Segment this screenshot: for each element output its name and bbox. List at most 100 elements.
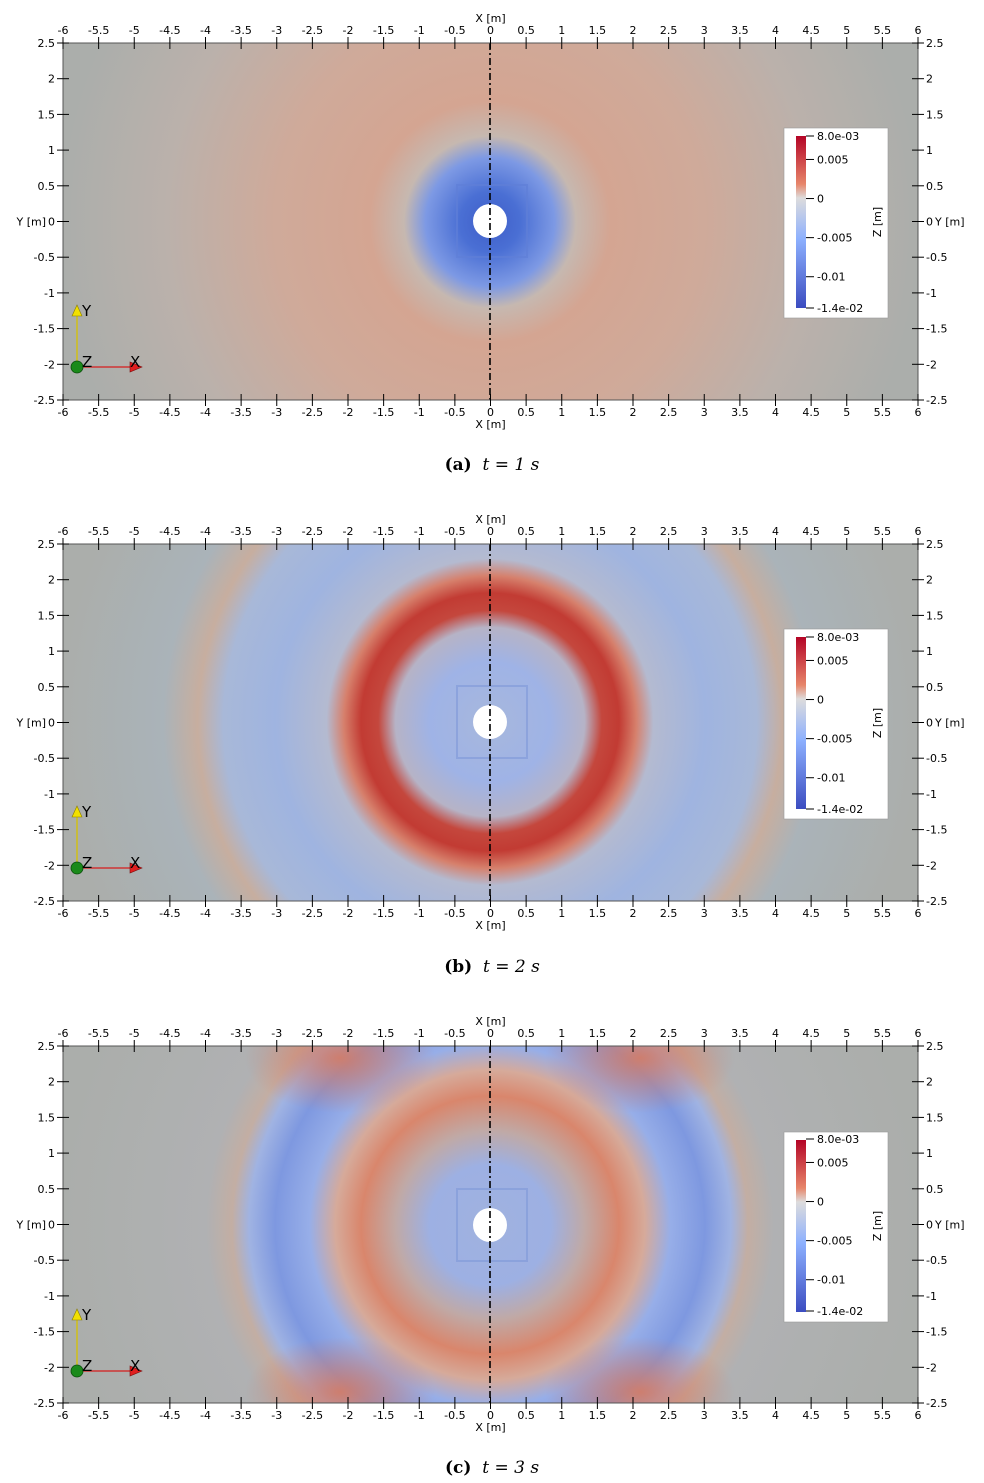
x-tick-label-top: -2 xyxy=(343,1027,354,1040)
reflection-patch xyxy=(545,1337,735,1403)
caption-b: (b) t = 2 s xyxy=(0,957,984,977)
y-tick-label-right: 2 xyxy=(926,73,933,86)
x-tick-label-top: -4 xyxy=(200,1027,211,1040)
x-axis-label-bottom: X [m] xyxy=(475,418,505,431)
x-tick-label-bottom: 0.5 xyxy=(517,406,535,419)
x-tick-label-top: -1 xyxy=(414,24,425,37)
x-tick-label-top: 0.5 xyxy=(517,24,535,37)
x-tick-label-top: 4 xyxy=(772,525,779,538)
x-tick-label-bottom: -5 xyxy=(129,406,140,419)
colorbar-ticks: 8.0e-03 0.005 0 -0.005 -0.01 -1.4e-02 xyxy=(806,1133,863,1318)
x-tick-label-top: -5 xyxy=(129,24,140,37)
x-tick-label-top: 5 xyxy=(843,1027,850,1040)
x-tick-label-top: 3 xyxy=(701,24,708,37)
colorbar-tick-label: -0.005 xyxy=(817,733,852,746)
y-tick-label-left: 0.5 xyxy=(38,180,56,193)
x-tick-label-top: -1 xyxy=(414,525,425,538)
x-tick-label-top: 2.5 xyxy=(660,525,678,538)
y-tick-label-left: 2.5 xyxy=(38,538,56,551)
y-tick-label-left: 1 xyxy=(48,144,55,157)
colorbar-tick-label: -0.005 xyxy=(817,1235,852,1248)
x-tick-label-bottom: 0 xyxy=(487,406,494,419)
y-tick-label-right: -1.5 xyxy=(926,1326,947,1339)
y-tick-label-left: -2 xyxy=(44,358,55,371)
colorbar-tick-label: -0.01 xyxy=(817,1274,845,1287)
y-tick-label-left: -1 xyxy=(44,788,55,801)
x-tick-label-bottom: -6 xyxy=(58,1409,69,1422)
cylinder-hole xyxy=(473,705,507,739)
y-tick-label-right: 0 xyxy=(926,216,933,229)
x-tick-label-bottom: 2 xyxy=(630,1409,637,1422)
x-tick-label-top: 4 xyxy=(772,1027,779,1040)
x-tick-label-bottom: 2.5 xyxy=(660,1409,678,1422)
x-tick-label-bottom: 4.5 xyxy=(802,406,820,419)
colorbar-tick-label: 0.005 xyxy=(817,654,849,667)
x-axis-label-bottom: X [m] xyxy=(475,1421,505,1434)
y-tick-label-left: 0.5 xyxy=(38,681,56,694)
x-tick-label-bottom: 1.5 xyxy=(589,1409,607,1422)
x-tick-label-bottom: -2.5 xyxy=(302,907,323,920)
x-tick-label-bottom: -2.5 xyxy=(302,406,323,419)
x-tick-label-top: -0.5 xyxy=(444,24,465,37)
y-tick-label-right: -1 xyxy=(926,788,937,801)
x-tick-label-bottom: -3 xyxy=(271,406,282,419)
x-tick-label-top: -6 xyxy=(58,1027,69,1040)
y-tick-label-left: 1 xyxy=(48,645,55,658)
y-tick-label-right: -2.5 xyxy=(926,1397,947,1410)
x-tick-label-bottom: -4 xyxy=(200,907,211,920)
y-tick-label-right: -1.5 xyxy=(926,824,947,837)
triad-x-label: X xyxy=(130,854,140,872)
y-tick-label-left: -1.5 xyxy=(34,824,55,837)
colorbar-tick-label: 0 xyxy=(817,694,824,707)
x-tick-label-bottom: -4.5 xyxy=(159,406,180,419)
x-tick-label-bottom: -5.5 xyxy=(88,1409,109,1422)
triad-x-label: X xyxy=(130,1357,140,1375)
y-tick-label-right: -1 xyxy=(926,1290,937,1303)
x-axis-label-top: X [m] xyxy=(475,12,505,25)
x-tick-label-bottom: 5 xyxy=(843,406,850,419)
y-tick-label-left: -1 xyxy=(44,287,55,300)
reflection-patch xyxy=(545,1046,735,1113)
mesh-artifact xyxy=(456,685,528,759)
y-axis-label-left: Y [m] xyxy=(15,216,46,229)
y-tick-label-left: 1 xyxy=(48,1147,55,1160)
colorbar-label: Z [m] xyxy=(871,207,884,237)
x-tick-label-top: 6 xyxy=(915,1027,922,1040)
x-tick-label-bottom: 0 xyxy=(487,907,494,920)
x-tick-label-top: 4.5 xyxy=(802,1027,820,1040)
x-tick-label-bottom: 1.5 xyxy=(589,406,607,419)
cylinder-hole xyxy=(473,1208,507,1242)
triad-z-label: Z xyxy=(82,353,92,371)
y-axis-label-right: Y [m] xyxy=(934,717,965,730)
y-tick-label-right: 0.5 xyxy=(926,1183,944,1196)
caption-c: (c) t = 3 s xyxy=(0,1458,984,1478)
x-tick-label-bottom: 3 xyxy=(701,907,708,920)
colorbar-tick-label: -1.4e-02 xyxy=(817,302,863,315)
x-tick-label-top: -2.5 xyxy=(302,525,323,538)
x-tick-label-bottom: 3.5 xyxy=(731,907,749,920)
x-tick-label-top: -5 xyxy=(129,1027,140,1040)
x-tick-label-top: 2 xyxy=(630,1027,637,1040)
x-tick-label-bottom: 0.5 xyxy=(517,907,535,920)
y-tick-label-right: 1 xyxy=(926,1147,933,1160)
x-tick-label-top: -3 xyxy=(271,525,282,538)
x-tick-label-bottom: 3 xyxy=(701,406,708,419)
colorbar-tick-label: -0.01 xyxy=(817,271,845,284)
colorbar-gradient xyxy=(796,136,806,308)
y-tick-label-right: -2 xyxy=(926,859,937,872)
y-tick-label-left: 0 xyxy=(48,717,55,730)
caption-label: (b) xyxy=(444,957,473,977)
x-tick-label-top: 0 xyxy=(487,1027,494,1040)
colorbar: 8.0e-03 0.005 0 -0.005 -0.01 -1.4e-02 Z [m] xyxy=(783,628,889,820)
y-tick-label-left: -1 xyxy=(44,1290,55,1303)
mesh-artifact xyxy=(456,184,528,258)
x-tick-label-bottom: 2.5 xyxy=(660,907,678,920)
reflection-patch xyxy=(245,1046,435,1113)
x-tick-label-top: -1.5 xyxy=(373,1027,394,1040)
x-tick-label-bottom: -0.5 xyxy=(444,907,465,920)
x-tick-label-bottom: 4 xyxy=(772,1409,779,1422)
triad-y-label: Y xyxy=(81,1306,92,1324)
x-tick-label-top: -2.5 xyxy=(302,24,323,37)
x-tick-label-bottom: -4 xyxy=(200,406,211,419)
tick-layer: -6 -6 -5.5 -5.5 -5 -5 -4.5 -4.5 -4 -4 -3.5 -3.5 -3 -3… xyxy=(15,1015,964,1434)
